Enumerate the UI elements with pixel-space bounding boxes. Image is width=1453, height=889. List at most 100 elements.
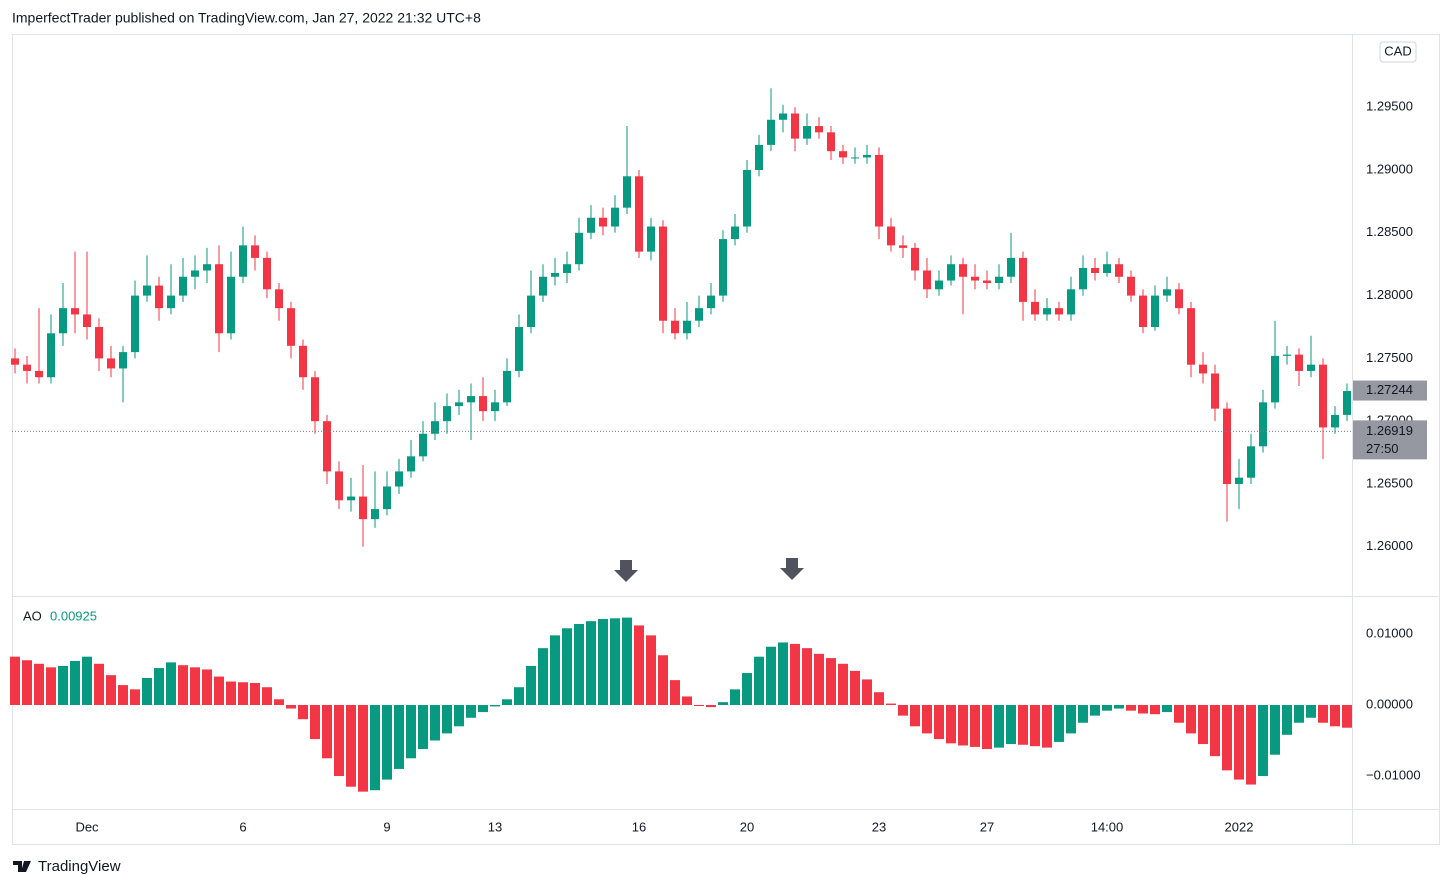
ao-bar <box>322 704 332 759</box>
ao-bar <box>1270 704 1280 755</box>
brand-name: TradingView <box>38 858 121 875</box>
candle-body <box>347 496 355 501</box>
candle-body <box>599 217 607 227</box>
candle-body <box>1295 354 1303 371</box>
ao-bar <box>790 643 800 705</box>
ao-bar <box>550 635 560 705</box>
candle-body <box>707 295 715 309</box>
ao-bar <box>1018 704 1028 745</box>
candle-body <box>719 239 727 296</box>
candle-body <box>1319 364 1327 428</box>
ao-bar <box>526 665 536 705</box>
candle-body <box>839 151 847 158</box>
ao-bar <box>250 682 260 705</box>
candle-body <box>491 402 499 412</box>
candle-body <box>803 126 811 139</box>
ao-bar <box>1006 704 1016 745</box>
candle-body <box>635 176 643 252</box>
ao-bar <box>1078 704 1088 723</box>
candle-body <box>1139 295 1147 327</box>
x-tick-label: 9 <box>383 819 390 834</box>
candle-body <box>503 370 511 403</box>
ao-bar <box>1042 704 1052 748</box>
ao-bar <box>586 621 596 705</box>
candle-body <box>611 207 619 227</box>
candle-body <box>659 226 667 321</box>
ao-bar <box>490 704 500 707</box>
ao-bar <box>718 702 728 705</box>
ao-bar <box>358 704 368 792</box>
ao-bar <box>850 670 860 705</box>
candle-body <box>323 421 331 472</box>
ao-bar <box>862 679 872 705</box>
candle-body <box>1163 289 1171 296</box>
ao-bar <box>442 704 452 734</box>
arrow-down <box>780 558 804 580</box>
y-tick-label: 0.01000 <box>1366 625 1413 640</box>
ao-bar <box>262 687 272 705</box>
candle-body <box>335 471 343 501</box>
candle-body <box>167 295 175 309</box>
candle-body <box>1007 257 1015 277</box>
candle-body <box>923 270 931 290</box>
frame <box>12 34 1440 845</box>
candle-body <box>1223 408 1231 484</box>
ao-bar <box>814 653 824 705</box>
candle-body <box>215 264 223 334</box>
candle-body <box>71 308 79 315</box>
ao-bar <box>562 628 572 705</box>
y-tick-label: 1.28000 <box>1366 287 1413 302</box>
candle-body <box>1127 276 1135 296</box>
candle-body <box>1079 267 1087 290</box>
ao-bar <box>1066 704 1076 734</box>
brand-logo <box>13 861 31 872</box>
ao-bar <box>370 704 380 791</box>
currency-badge <box>1379 41 1417 63</box>
ao-bar <box>418 704 428 750</box>
ao-bar <box>274 699 284 705</box>
candle-body <box>1151 295 1159 327</box>
candle-body <box>1283 354 1291 356</box>
candle-body <box>1019 257 1027 302</box>
candle-body <box>587 217 595 233</box>
last-price-label: 1.27244 <box>1366 382 1413 397</box>
ao-bar <box>214 676 224 705</box>
candle-body <box>107 358 115 369</box>
ao-bar <box>1330 704 1340 727</box>
ao-bar <box>1198 704 1208 745</box>
candle-body <box>767 119 775 145</box>
candle-body <box>383 486 391 510</box>
candle-body <box>971 276 979 281</box>
candle-body <box>143 285 151 296</box>
candle-body <box>1091 267 1099 273</box>
candle-body <box>983 280 991 284</box>
ao-bar <box>574 623 584 705</box>
ao-bar <box>1342 704 1352 728</box>
candle-body <box>791 113 799 139</box>
y-tick-label: 1.27500 <box>1366 350 1413 365</box>
candle-body <box>467 396 475 403</box>
candle-body <box>671 320 679 334</box>
brand: TradingView <box>13 858 121 875</box>
ao-bar <box>406 704 416 759</box>
ao-bar <box>1090 704 1100 716</box>
candle-body <box>1259 402 1267 447</box>
ao-bar <box>202 669 212 705</box>
ao-bar <box>682 696 692 705</box>
x-tick-label: 6 <box>239 819 246 834</box>
candle-body <box>251 245 259 258</box>
candle-body <box>395 471 403 487</box>
ao-bar <box>238 682 248 705</box>
candle-body <box>35 370 43 378</box>
candle-body <box>1067 289 1075 315</box>
ao-bar <box>1126 704 1136 711</box>
candle-body <box>119 352 127 369</box>
candle-body <box>1103 264 1111 273</box>
ao-bar <box>958 704 968 746</box>
ao-bar <box>910 704 920 727</box>
ao-bar <box>982 704 992 750</box>
candle-body <box>359 496 367 520</box>
candle-body <box>1331 414 1339 428</box>
last-price-box <box>1353 380 1427 401</box>
ao-bar <box>346 704 356 787</box>
